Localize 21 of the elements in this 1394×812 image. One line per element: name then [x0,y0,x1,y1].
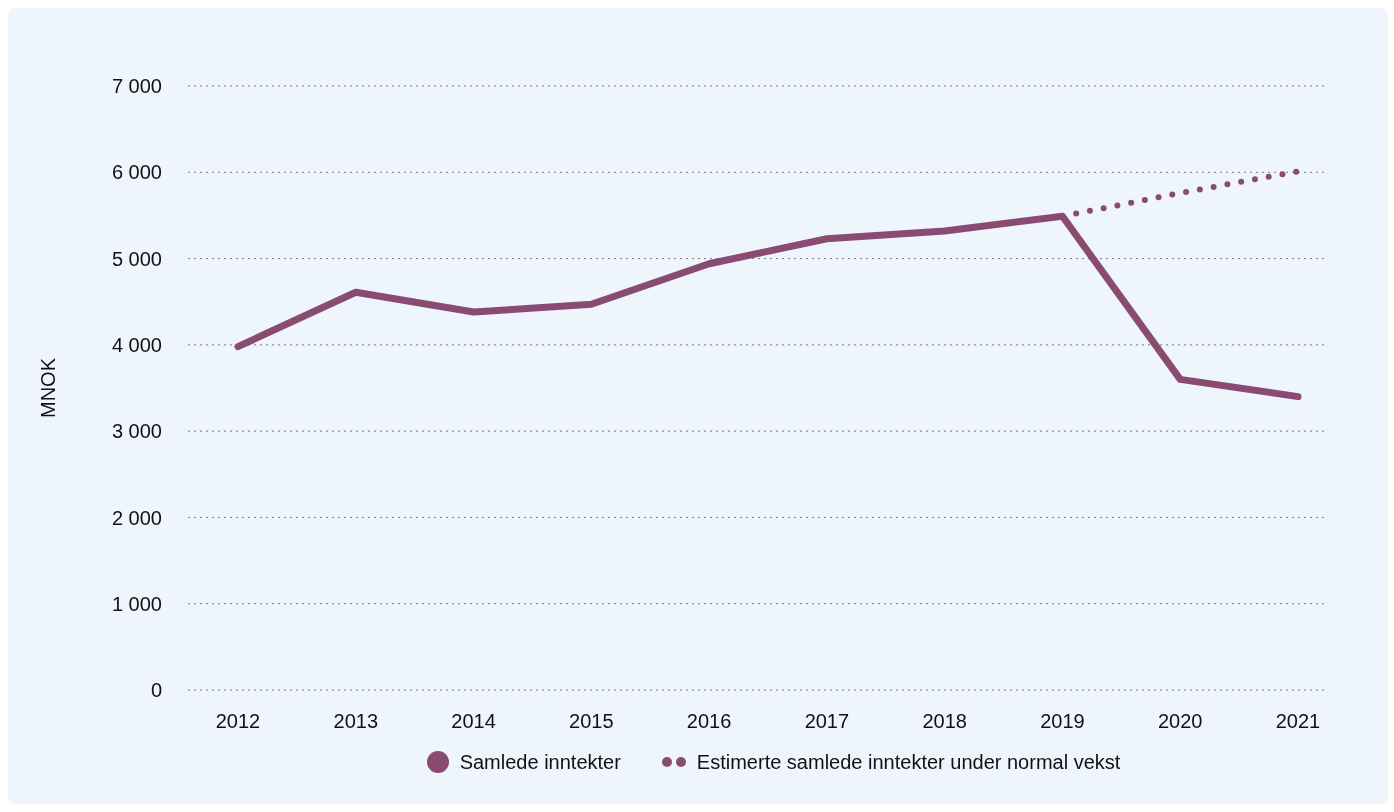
x-tick-label: 2016 [686,710,732,733]
y-tick-label: 3 000 [111,420,162,443]
x-tick-label: 2013 [333,710,379,733]
x-tick-label: 2014 [451,710,496,733]
y-tick-label: 7 000 [111,75,162,98]
y-axis-title: MNOK [37,357,60,418]
y-tick-label: 2 000 [111,506,162,529]
y-tick-label: 4 000 [111,333,162,356]
x-tick-label: 2020 [1157,710,1203,733]
y-tick-label: 0 [150,679,162,702]
x-tick-label: 2012 [215,710,261,733]
x-tick-label: 2015 [569,710,614,733]
x-tick-label: 2018 [922,710,967,733]
y-tick-label: 1 000 [111,592,162,615]
legend-label: Samlede inntekter [459,750,621,774]
x-tick-label: 2019 [1040,710,1085,733]
y-tick-label: 6 000 [111,161,162,184]
y-tick-label: 5 000 [111,247,162,270]
x-tick-label: 2017 [804,710,850,733]
x-tick-label: 2021 [1275,710,1321,733]
legend-label: Estimerte samlede inntekter under normal vekst [696,750,1121,774]
